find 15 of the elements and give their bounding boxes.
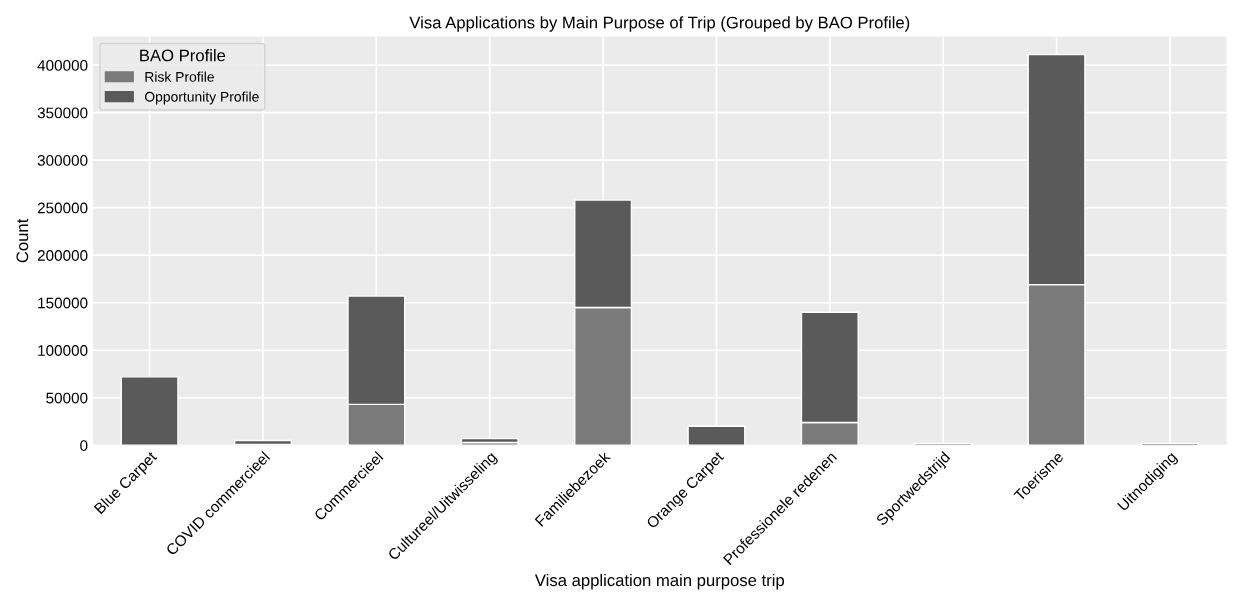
y-tick-label: 50000 <box>46 392 88 404</box>
legend-label: Opportunity Profile <box>144 91 259 105</box>
y-tick-label: 350000 <box>37 107 88 119</box>
legend-label: Risk Profile <box>145 71 214 82</box>
y-tick-label: 400000 <box>37 59 88 71</box>
y-tick-label: 200000 <box>37 250 88 261</box>
y-tick-label: 150000 <box>38 297 88 309</box>
legend-title: BAO Profile <box>140 49 226 62</box>
y-tick-label: 250000 <box>37 202 88 214</box>
y-tick-label: 100000 <box>38 345 88 356</box>
y-tick-label: 300000 <box>37 155 88 166</box>
y-axis-title: Count <box>16 218 29 263</box>
x-axis-title: Visa application main purpose trip <box>534 573 784 590</box>
y-tick-label: 0 <box>80 440 88 451</box>
chart-title: Visa Applications by Main Purpose of Trip (Grouped by BAO Profile) <box>409 16 910 32</box>
